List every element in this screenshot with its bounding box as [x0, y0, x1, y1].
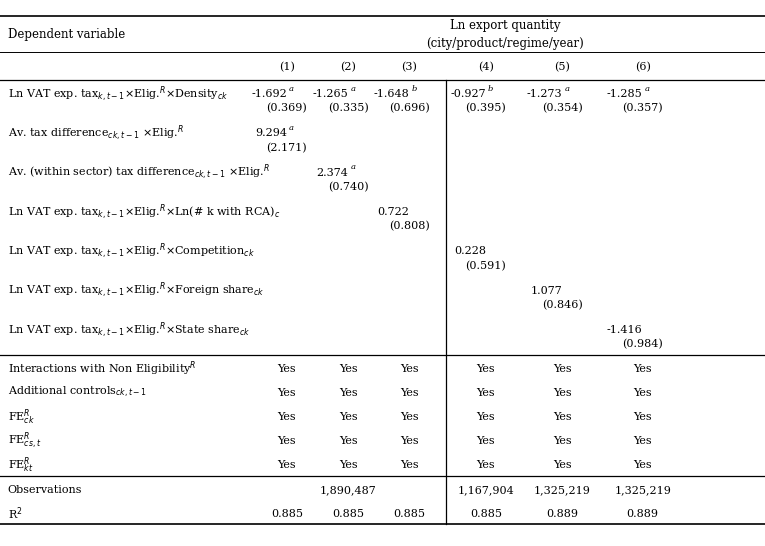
Text: FE$^{R}_{ck}$: FE$^{R}_{ck}$ — [8, 407, 34, 426]
Text: 1,167,904: 1,167,904 — [457, 485, 514, 495]
Text: Yes: Yes — [339, 412, 357, 422]
Text: Ln VAT exp. tax$_{k,t-1}$$\times$Elig.$^{R}$$\times$State share$_{ck}$: Ln VAT exp. tax$_{k,t-1}$$\times$Elig.$^… — [8, 320, 250, 340]
Text: Yes: Yes — [633, 388, 652, 397]
Text: Yes: Yes — [278, 388, 296, 397]
Text: (0.591): (0.591) — [465, 260, 506, 271]
Text: Yes: Yes — [553, 436, 571, 446]
Text: -1.265: -1.265 — [312, 89, 348, 99]
Text: a: a — [645, 85, 650, 93]
Text: Yes: Yes — [633, 460, 652, 470]
Text: (0.808): (0.808) — [389, 221, 430, 232]
Text: (2): (2) — [340, 62, 356, 73]
Text: b: b — [412, 85, 417, 93]
Text: (0.357): (0.357) — [622, 103, 663, 114]
Text: FE$^{R}_{kt}$: FE$^{R}_{kt}$ — [8, 455, 34, 474]
Text: Yes: Yes — [553, 388, 571, 397]
Text: -1.416: -1.416 — [607, 325, 643, 335]
Text: Ln VAT exp. tax$_{k,t-1}$$\times$Elig.$^{R}$$\times$Density$_{ck}$: Ln VAT exp. tax$_{k,t-1}$$\times$Elig.$^… — [8, 84, 228, 104]
Text: (0.369): (0.369) — [266, 103, 308, 114]
Text: Ln VAT exp. tax$_{k,t-1}$$\times$Elig.$^{R}$$\times$Competition$_{ck}$: Ln VAT exp. tax$_{k,t-1}$$\times$Elig.$^… — [8, 241, 255, 261]
Text: Yes: Yes — [278, 436, 296, 446]
Text: 9.294: 9.294 — [255, 128, 287, 138]
Text: 0.885: 0.885 — [271, 509, 303, 519]
Text: -1.285: -1.285 — [607, 89, 643, 99]
Text: (0.696): (0.696) — [389, 103, 430, 114]
Text: (1): (1) — [279, 62, 295, 73]
Text: Yes: Yes — [477, 460, 495, 470]
Text: 0.885: 0.885 — [470, 509, 502, 519]
Text: (0.740): (0.740) — [327, 182, 369, 192]
Text: Yes: Yes — [278, 460, 296, 470]
Text: (0.395): (0.395) — [465, 103, 506, 114]
Text: Av. tax difference$_{ck,t-1}$ $\times$Elig.$^{R}$: Av. tax difference$_{ck,t-1}$ $\times$El… — [8, 123, 184, 143]
Text: Yes: Yes — [339, 388, 357, 397]
Text: Ln export quantity
(city/product/regime/year): Ln export quantity (city/product/regime/… — [426, 19, 584, 50]
Text: Yes: Yes — [477, 436, 495, 446]
Text: Observations: Observations — [8, 485, 82, 495]
Text: Yes: Yes — [400, 364, 418, 373]
Text: 0.885: 0.885 — [332, 509, 364, 519]
Text: 0.228: 0.228 — [454, 246, 486, 256]
Text: -1.648: -1.648 — [373, 89, 409, 99]
Text: Interactions with Non Eligibility$^{R}$: Interactions with Non Eligibility$^{R}$ — [8, 359, 196, 378]
Text: (0.984): (0.984) — [622, 339, 663, 349]
Text: Yes: Yes — [400, 436, 418, 446]
Text: 0.889: 0.889 — [627, 509, 659, 519]
Text: Dependent variable: Dependent variable — [8, 28, 125, 40]
Text: Yes: Yes — [339, 436, 357, 446]
Text: Yes: Yes — [477, 412, 495, 422]
Text: Yes: Yes — [633, 364, 652, 373]
Text: Av. (within sector) tax difference$_{ck,t-1}$ $\times$Elig.$^{R}$: Av. (within sector) tax difference$_{ck,… — [8, 163, 270, 182]
Text: Yes: Yes — [400, 412, 418, 422]
Text: (2.171): (2.171) — [266, 143, 308, 153]
Text: (6): (6) — [635, 62, 650, 73]
Text: Yes: Yes — [400, 388, 418, 397]
Text: 1,325,219: 1,325,219 — [614, 485, 671, 495]
Text: (0.335): (0.335) — [327, 103, 369, 114]
Text: (4): (4) — [478, 62, 493, 73]
Text: Yes: Yes — [477, 388, 495, 397]
Text: a: a — [350, 163, 356, 171]
Text: FE$^{R}_{cs,t}$: FE$^{R}_{cs,t}$ — [8, 430, 41, 451]
Text: Yes: Yes — [278, 364, 296, 373]
Text: Yes: Yes — [633, 436, 652, 446]
Text: Ln VAT exp. tax$_{k,t-1}$$\times$Elig.$^{R}$$\times$Foreign share$_{ck}$: Ln VAT exp. tax$_{k,t-1}$$\times$Elig.$^… — [8, 281, 264, 300]
Text: Additional controls$_{ck,t-1}$: Additional controls$_{ck,t-1}$ — [8, 385, 147, 400]
Text: (3): (3) — [402, 62, 417, 73]
Text: 1.077: 1.077 — [530, 286, 562, 295]
Text: R$^{2}$: R$^{2}$ — [8, 506, 22, 523]
Text: Yes: Yes — [553, 364, 571, 373]
Text: 2.374: 2.374 — [316, 168, 348, 177]
Text: Yes: Yes — [278, 412, 296, 422]
Text: -1.273: -1.273 — [526, 89, 562, 99]
Text: a: a — [289, 85, 295, 93]
Text: (5): (5) — [555, 62, 570, 73]
Text: 1,325,219: 1,325,219 — [534, 485, 591, 495]
Text: Ln VAT exp. tax$_{k,t-1}$$\times$Elig.$^{R}$$\times$Ln(# k with RCA)$_{c}$: Ln VAT exp. tax$_{k,t-1}$$\times$Elig.$^… — [8, 202, 280, 222]
Text: Yes: Yes — [339, 460, 357, 470]
Text: 1,890,487: 1,890,487 — [320, 485, 376, 495]
Text: Yes: Yes — [633, 412, 652, 422]
Text: b: b — [488, 85, 493, 93]
Text: 0.722: 0.722 — [377, 207, 409, 217]
Text: Yes: Yes — [553, 460, 571, 470]
Text: -1.692: -1.692 — [251, 89, 287, 99]
Text: a: a — [565, 85, 570, 93]
Text: a: a — [350, 85, 356, 93]
Text: Yes: Yes — [477, 364, 495, 373]
Text: 0.889: 0.889 — [546, 509, 578, 519]
Text: 0.885: 0.885 — [393, 509, 425, 519]
Text: Yes: Yes — [553, 412, 571, 422]
Text: Yes: Yes — [400, 460, 418, 470]
Text: a: a — [289, 124, 295, 132]
Text: (0.846): (0.846) — [542, 300, 583, 310]
Text: Yes: Yes — [339, 364, 357, 373]
Text: (0.354): (0.354) — [542, 103, 583, 114]
Text: -0.927: -0.927 — [450, 89, 486, 99]
